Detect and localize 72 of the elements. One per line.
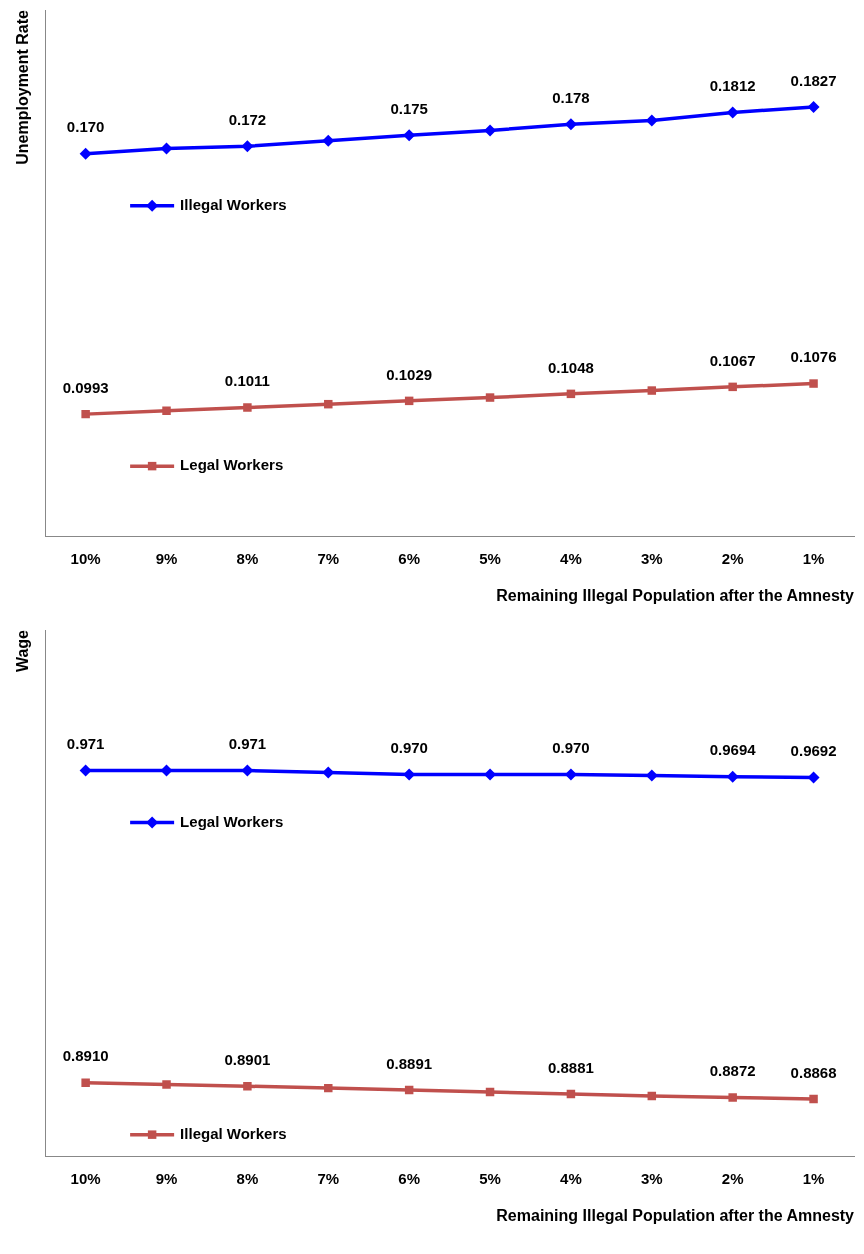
y-axis-title: Unemployment Rate <box>14 9 32 165</box>
x-tick-label: 10% <box>70 549 101 567</box>
point <box>243 1081 252 1091</box>
x-axis-title: Remaining Illegal Population after the Amnesty <box>496 586 855 604</box>
data-label: 0.178 <box>552 88 590 106</box>
point <box>726 106 739 119</box>
x-tick-label: 8% <box>236 1169 259 1187</box>
point <box>81 409 90 419</box>
x-tick-label: 7% <box>317 1169 340 1187</box>
point <box>809 1094 818 1104</box>
x-tick-label: 1% <box>802 1169 825 1187</box>
data-label: 0.9692 <box>790 742 837 760</box>
point <box>81 1078 90 1087</box>
point <box>162 1080 171 1089</box>
point <box>403 129 416 142</box>
data-label: 0.8891 <box>386 1054 433 1072</box>
x-tick-label: 4% <box>560 549 582 567</box>
data-label: 0.1076 <box>790 348 837 366</box>
data-label: 0.0993 <box>62 378 109 396</box>
data-label: 0.8910 <box>62 1047 109 1065</box>
point <box>809 379 818 388</box>
x-tick-label: 6% <box>398 549 420 567</box>
data-label: 0.970 <box>390 739 428 757</box>
data-label: 0.8901 <box>224 1050 271 1068</box>
x-tick-label: 6% <box>398 1169 420 1187</box>
data-label: 0.971 <box>66 735 105 753</box>
x-tick-label: 5% <box>479 549 501 567</box>
data-label: 0.970 <box>552 739 590 757</box>
x-tick-label: 7% <box>317 549 340 567</box>
data-label: 0.8868 <box>790 1063 837 1081</box>
x-tick-label: 2% <box>721 549 744 567</box>
data-label: 0.175 <box>390 99 428 117</box>
point <box>162 406 171 416</box>
data-label: 0.8872 <box>709 1062 756 1080</box>
point <box>79 147 92 160</box>
point <box>243 403 252 412</box>
legend-label: Illegal Workers <box>180 195 287 213</box>
x-axis-title: Remaining Illegal Population after the Amnesty <box>496 1206 855 1224</box>
y-axis-title: Wage <box>14 629 32 673</box>
x-tick-label: 2% <box>721 1169 744 1187</box>
x-tick-label: 3% <box>640 1169 663 1187</box>
x-tick-label: 1% <box>802 549 825 567</box>
point <box>807 100 820 113</box>
data-label: 0.1029 <box>386 365 433 383</box>
point <box>728 382 737 392</box>
point <box>728 1093 737 1102</box>
point <box>241 140 254 153</box>
data-label: 0.1067 <box>709 351 756 369</box>
data-label: 0.971 <box>228 735 267 753</box>
x-tick-label: 9% <box>155 1169 178 1187</box>
data-label: 0.8881 <box>547 1058 594 1076</box>
data-label: 0.172 <box>228 110 267 128</box>
data-label: 0.1827 <box>790 71 837 89</box>
x-tick-label: 3% <box>640 549 663 567</box>
x-tick-label: 4% <box>560 1169 582 1187</box>
legend-label: Legal Workers <box>180 456 284 474</box>
data-label: 0.9694 <box>709 741 757 759</box>
data-label: 0.170 <box>66 118 105 136</box>
point <box>485 393 495 402</box>
data-label: 0.1812 <box>709 77 756 95</box>
data-label: 0.1011 <box>224 372 270 390</box>
data-label: 0.1048 <box>547 358 594 376</box>
point <box>484 124 497 137</box>
point <box>324 399 333 409</box>
legend-label: Illegal Workers <box>180 1124 287 1142</box>
x-tick-label: 9% <box>155 549 178 567</box>
x-tick-label: 8% <box>236 549 259 567</box>
x-tick-label: 5% <box>479 1169 501 1187</box>
x-tick-label: 10% <box>70 1169 101 1187</box>
legend-label: Legal Workers <box>180 812 284 830</box>
point <box>324 1083 333 1093</box>
point <box>647 386 657 395</box>
